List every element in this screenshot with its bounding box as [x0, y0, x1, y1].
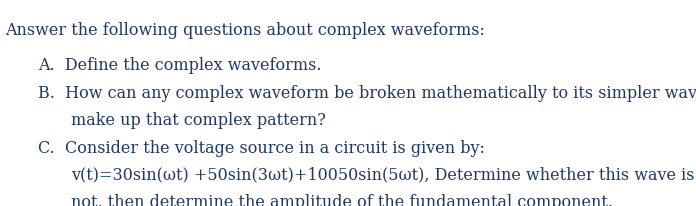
- Text: B.  How can any complex waveform be broken mathematically to its simpler wavefor: B. How can any complex waveform be broke…: [38, 84, 696, 101]
- Text: C.  Consider the voltage source in a circuit is given by:: C. Consider the voltage source in a circ…: [38, 139, 485, 156]
- Text: not, then determine the amplitude of the fundamental component.: not, then determine the amplitude of the…: [71, 193, 613, 206]
- Text: Answer the following questions about complex waveforms:: Answer the following questions about com…: [6, 22, 485, 39]
- Text: make up that complex pattern?: make up that complex pattern?: [71, 112, 326, 129]
- Text: v(t)=30sin(ωt) +50sin(3ωt)+10050sin(5ωt), Determine whether this wave is complex: v(t)=30sin(ωt) +50sin(3ωt)+10050sin(5ωt)…: [71, 166, 696, 183]
- Text: A.  Define the complex waveforms.: A. Define the complex waveforms.: [38, 57, 322, 74]
